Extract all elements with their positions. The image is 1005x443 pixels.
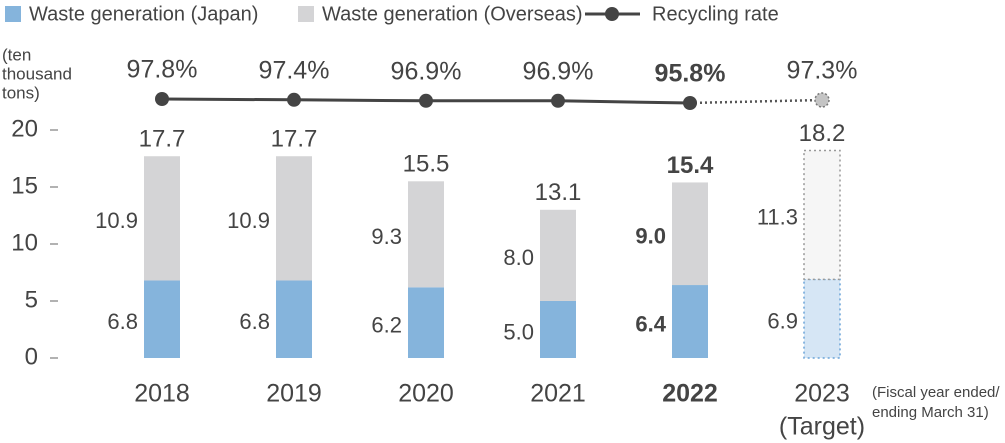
marker: [419, 93, 433, 108]
x-axis-note: ending March 31): [872, 404, 989, 421]
value-label: 6.8: [107, 309, 138, 334]
bar: [540, 209, 576, 301]
bar: [803, 278, 841, 359]
bar: [144, 280, 180, 358]
bar: [672, 285, 708, 358]
marker: [287, 92, 301, 107]
line-target: [689, 98, 823, 105]
y-tick-label: 5: [25, 286, 38, 313]
y-axis-label: tons): [2, 83, 40, 102]
value-label: 10.9: [95, 208, 138, 233]
bar: [144, 156, 180, 281]
legend-label: Recycling rate: [652, 3, 779, 25]
total-label: 17.7: [139, 126, 186, 153]
marker: [551, 93, 565, 108]
x-tick-label: 2018: [134, 380, 190, 408]
y-axis-label: (ten: [2, 45, 31, 64]
y-tick-label: 0: [25, 343, 38, 370]
legend-swatch: [298, 6, 314, 22]
y-tick-label: 15: [11, 172, 38, 199]
marker: [814, 92, 830, 108]
value-label: 11.3: [757, 205, 798, 230]
total-label: 13.1: [535, 179, 582, 206]
total-label: 18.2: [799, 120, 846, 147]
total-label: 15.5: [403, 151, 450, 178]
rate-label: 97.4%: [259, 56, 330, 84]
legend-swatch: [5, 6, 21, 22]
legend-label: Waste generation (Overseas): [322, 3, 582, 25]
x-tick-label: 2021: [530, 380, 586, 408]
value-label: 10.9: [227, 208, 270, 233]
x-tick-label: 2020: [398, 380, 454, 408]
value-label: 9.0: [635, 224, 666, 249]
bar: [672, 182, 708, 286]
value-label: 8.0: [503, 245, 534, 270]
y-tick-label: 20: [11, 115, 38, 142]
value-label: 9.3: [371, 224, 402, 249]
x-tick-note: (Target): [779, 413, 865, 441]
bar: [408, 181, 444, 288]
bar: [803, 149, 841, 281]
bar: [540, 301, 576, 358]
value-label: 6.8: [239, 309, 270, 334]
total-label: 15.4: [667, 152, 714, 179]
value-label: 5.0: [503, 319, 534, 344]
legend-marker: [605, 7, 619, 21]
x-tick-label: 2022: [662, 380, 718, 408]
total-label: 17.7: [271, 126, 318, 153]
x-tick-label: 2019: [266, 380, 322, 408]
bar: [276, 156, 312, 281]
x-axis-note: (Fiscal year ended/: [872, 384, 1000, 401]
rate-label: 95.8%: [655, 60, 726, 88]
marker: [683, 96, 697, 110]
rate-label: 96.9%: [391, 57, 462, 85]
rate-label: 96.9%: [523, 57, 594, 85]
y-tick-label: 10: [11, 229, 38, 256]
value-label: 6.9: [767, 308, 798, 333]
bar: [276, 280, 312, 358]
value-label: 6.4: [635, 311, 666, 336]
legend-label: Waste generation (Japan): [29, 3, 258, 25]
marker: [155, 92, 169, 106]
x-tick-label: 2023: [794, 380, 850, 408]
bar: [408, 287, 444, 358]
value-label: 6.2: [371, 312, 402, 337]
y-axis-label: thousand: [2, 64, 72, 83]
rate-label: 97.3%: [787, 57, 858, 85]
rate-label: 97.8%: [127, 56, 198, 84]
